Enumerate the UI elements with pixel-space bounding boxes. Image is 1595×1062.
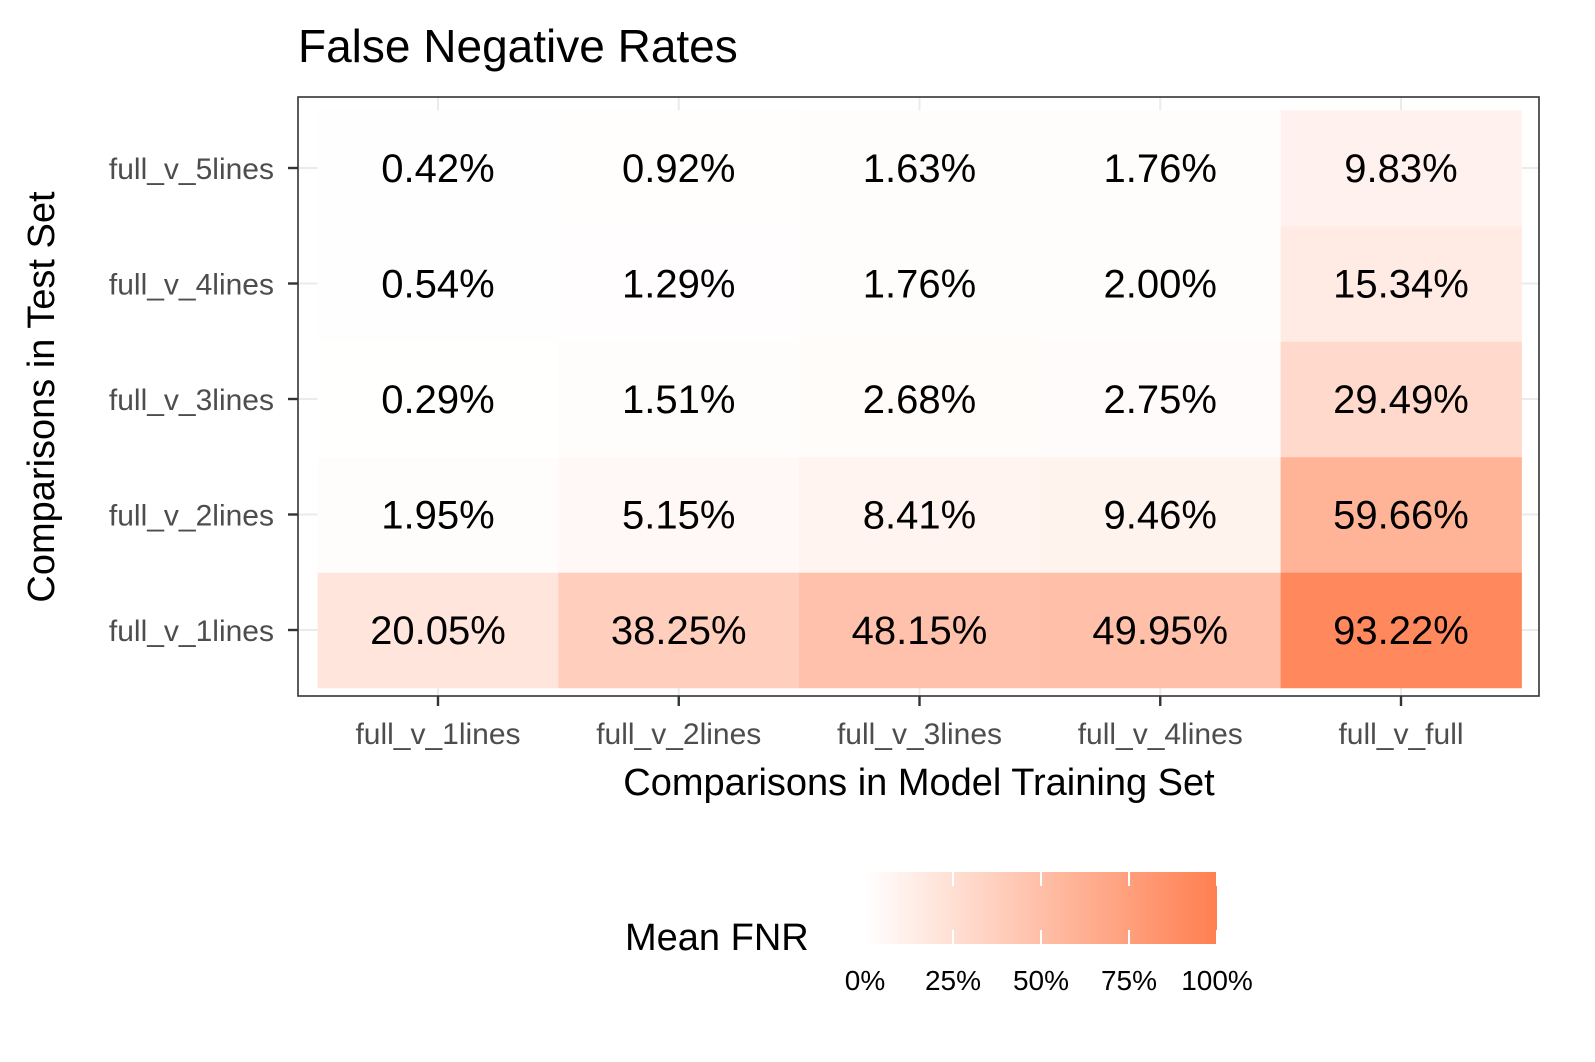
cell-value-label: 1.63% <box>863 147 976 191</box>
heatmap-cell <box>799 110 1041 227</box>
heatmap-cell <box>558 456 800 573</box>
y-tick-label: full_v_5lines <box>109 153 274 186</box>
heatmap-cells <box>317 110 1522 689</box>
legend-title: Mean FNR <box>625 917 809 959</box>
y-tick-label: full_v_3lines <box>109 384 274 417</box>
color-legend: Mean FNR 0% 25% 50% 75% 100% <box>625 872 1253 996</box>
cell-value-label: 9.46% <box>1104 494 1217 538</box>
legend-tick-label: 25% <box>925 965 981 996</box>
cell-value-labels: 20.05% 38.25% 48.15% 49.95% 93.22% 1.95% 5.15%… <box>370 147 1469 653</box>
cell-value-label: 1.29% <box>622 263 735 307</box>
cell-value-label: 8.41% <box>863 494 976 538</box>
cell-value-label: 38.25% <box>611 609 747 653</box>
cell-value-label: 2.68% <box>863 378 976 422</box>
heatmap-cell <box>317 456 559 573</box>
heatmap-cell <box>799 225 1041 342</box>
heatmap-cell <box>1039 456 1282 573</box>
heatmap-cell <box>1280 225 1522 342</box>
heatmap-cell <box>558 572 800 689</box>
cell-value-label: 1.76% <box>1104 147 1217 191</box>
heatmap-cell <box>1280 110 1522 227</box>
heatmap-cell <box>1280 341 1522 458</box>
y-axis-ticks: full_v_1lines full_v_2lines full_v_3lines f… <box>109 153 298 648</box>
cell-value-label: 1.51% <box>622 378 735 422</box>
legend-tick-label: 50% <box>1013 965 1069 996</box>
heatmap-cell <box>799 572 1041 689</box>
chart-title: False Negative Rates <box>298 20 738 72</box>
cell-value-label: 0.54% <box>381 263 494 307</box>
heatmap-cell <box>317 572 559 689</box>
y-tick-label: full_v_2lines <box>109 500 274 533</box>
heatmap-cell <box>1039 341 1282 458</box>
x-axis-title: Comparisons in Model Training Set <box>623 762 1215 804</box>
cell-value-label: 5.15% <box>622 494 735 538</box>
cell-value-label: 2.75% <box>1104 378 1217 422</box>
x-tick-label: full_v_2lines <box>596 718 761 751</box>
heatmap-cell <box>799 341 1041 458</box>
x-axis-ticks: full_v_1lines full_v_2lines full_v_3lines f… <box>355 696 1464 751</box>
cell-value-label: 20.05% <box>370 609 506 653</box>
legend-tick-label: 75% <box>1101 965 1157 996</box>
heatmap-cell <box>1280 572 1522 689</box>
cell-value-label: 0.29% <box>381 378 494 422</box>
heatmap-cell <box>1280 456 1522 573</box>
cell-value-label: 0.92% <box>622 147 735 191</box>
y-tick-label: full_v_4lines <box>109 269 274 302</box>
cell-value-label: 48.15% <box>852 609 988 653</box>
y-tick-label: full_v_1lines <box>109 615 274 648</box>
cell-value-label: 15.34% <box>1333 263 1469 307</box>
heatmap-cell <box>558 110 800 227</box>
heatmap-cell <box>1039 225 1282 342</box>
cell-value-label: 2.00% <box>1104 263 1217 307</box>
heatmap-cell <box>317 225 559 342</box>
x-tick-label: full_v_full <box>1338 718 1463 751</box>
heatmap-cell <box>317 110 559 227</box>
heatmap-cell <box>317 341 559 458</box>
heatmap-cell <box>1039 572 1282 689</box>
cell-value-label: 1.76% <box>863 263 976 307</box>
x-tick-label: full_v_1lines <box>355 718 520 751</box>
heatmap-cell <box>1039 110 1282 227</box>
cell-value-label: 0.42% <box>381 147 494 191</box>
x-tick-label: full_v_3lines <box>837 718 1002 751</box>
y-axis-title: Comparisons in Test Set <box>21 191 63 603</box>
cell-value-label: 93.22% <box>1333 609 1469 653</box>
cell-value-label: 49.95% <box>1092 609 1228 653</box>
heatmap-cell <box>558 341 800 458</box>
x-tick-label: full_v_4lines <box>1078 718 1243 751</box>
legend-tick-label: 0% <box>845 965 885 996</box>
cell-value-label: 29.49% <box>1333 378 1469 422</box>
heatmap-cell <box>558 225 800 342</box>
heatmap-cell <box>799 456 1041 573</box>
legend-ticks: 0% 25% 50% 75% 100% <box>845 872 1253 996</box>
cell-value-label: 1.95% <box>381 494 494 538</box>
cell-value-label: 59.66% <box>1333 494 1469 538</box>
cell-value-label: 9.83% <box>1344 147 1457 191</box>
legend-tick-label: 100% <box>1181 965 1253 996</box>
